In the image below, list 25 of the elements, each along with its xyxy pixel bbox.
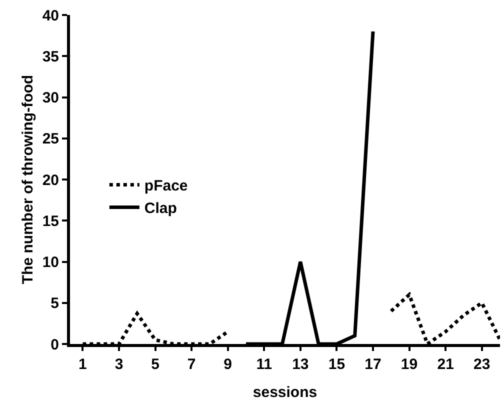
- x-tick-label: 3: [114, 356, 124, 373]
- y-tick-label: 10: [42, 254, 59, 271]
- y-tick-label: 30: [42, 90, 59, 106]
- x-tick-label: 21: [437, 356, 454, 373]
- x-tick-label: 23: [474, 356, 490, 373]
- legend-label: pFace: [144, 178, 188, 195]
- y-tick-label: 15: [42, 212, 59, 230]
- legend-label: Clap: [144, 200, 177, 218]
- y-tick-label: 40: [42, 7, 59, 24]
- x-tick-label: 1: [78, 356, 87, 373]
- y-axis-title: The number of throwing-food: [20, 74, 37, 284]
- x-tick-label: 11: [256, 356, 272, 373]
- y-tick-label: 35: [42, 48, 59, 66]
- x-tick-label: 17: [364, 356, 382, 373]
- y-tick-label: 0: [50, 336, 59, 354]
- x-axis-title: sessions: [252, 384, 318, 401]
- x-tick-label: 19: [400, 356, 418, 373]
- y-tick-label: 5: [50, 295, 59, 312]
- x-tick-label: 13: [292, 356, 309, 373]
- x-tick-label: 7: [187, 356, 196, 373]
- x-tick-label: 5: [151, 356, 160, 373]
- y-tick-label: 20: [42, 172, 59, 189]
- x-tick-label: 9: [224, 356, 232, 373]
- y-tick-label: 25: [42, 130, 59, 148]
- x-tick-label: 15: [328, 356, 346, 373]
